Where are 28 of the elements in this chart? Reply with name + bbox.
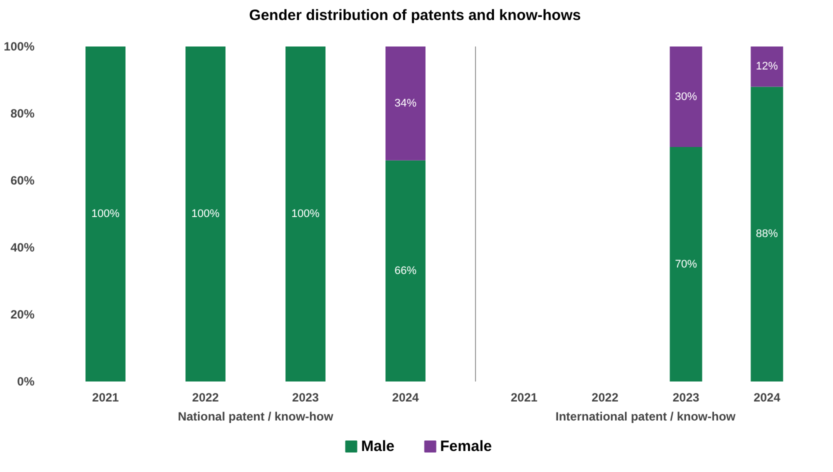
x-tick-label: 2021	[92, 390, 120, 404]
legend-label: Male	[361, 438, 394, 455]
data-label: 66%	[394, 264, 417, 277]
y-tick-label: 0%	[17, 374, 35, 388]
x-axis-title: International patent / know-how	[556, 410, 736, 424]
data-label: 88%	[756, 228, 778, 240]
data-label: 100%	[191, 208, 220, 220]
y-tick-label: 40%	[10, 240, 35, 254]
x-tick-label: 2022	[592, 390, 619, 404]
data-label: 100%	[91, 208, 120, 220]
y-tick-label: 80%	[10, 106, 35, 120]
x-tick-label: 2024	[754, 390, 781, 404]
data-label: 70%	[674, 258, 698, 270]
data-label: 12%	[756, 60, 778, 73]
y-tick-label: 60%	[10, 174, 35, 188]
x-tick-label: 2021	[510, 390, 538, 404]
x-tick-label: 2023	[672, 390, 700, 404]
y-tick-label: 100%	[4, 40, 35, 54]
chart-title: Gender distribution of patents and know-hows	[249, 6, 581, 26]
x-tick-label: 2023	[292, 390, 320, 404]
x-tick-label: 2022	[192, 390, 220, 404]
x-tick-label: 2024	[392, 390, 420, 404]
data-label: 30%	[674, 90, 698, 103]
data-label: 34%	[394, 97, 417, 110]
y-tick-label: 20%	[10, 308, 35, 322]
legend-label: Female	[440, 438, 492, 455]
data-label: 100%	[291, 208, 320, 220]
x-axis-title: National patent / know-how	[178, 410, 334, 424]
